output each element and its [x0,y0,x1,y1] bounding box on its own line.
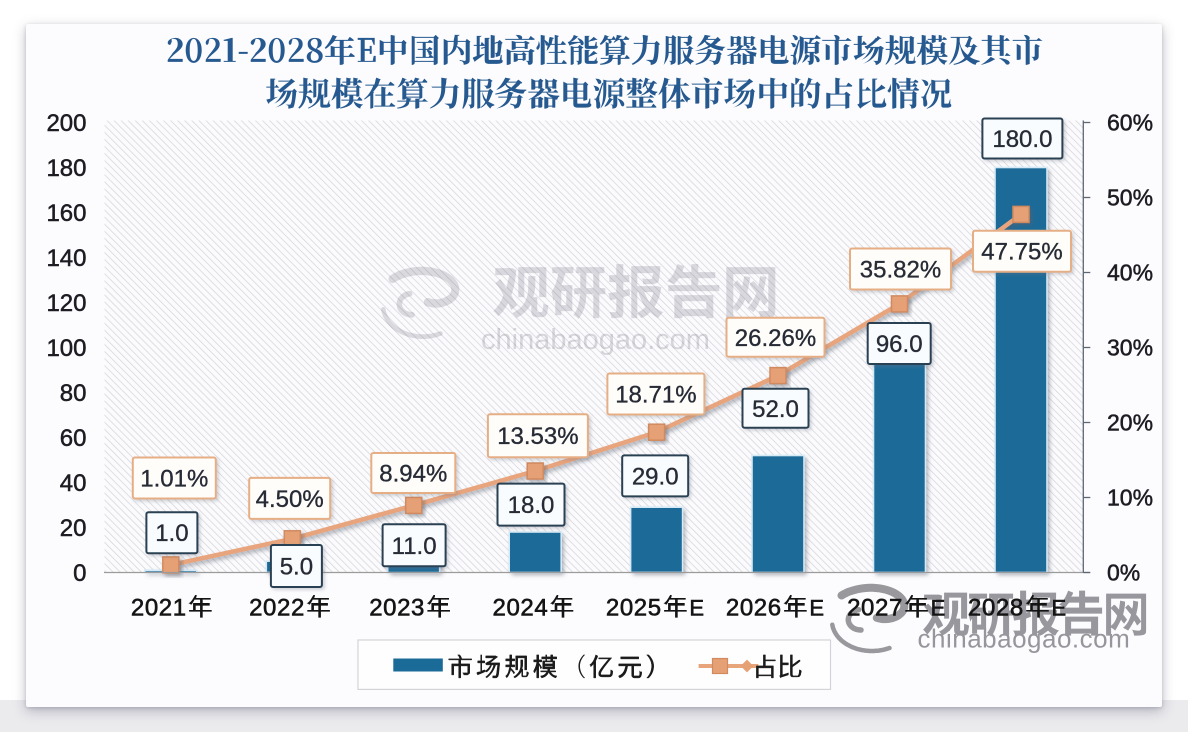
svg-text:5.0: 5.0 [280,554,313,581]
svg-text:100: 100 [46,335,86,362]
svg-text:0%: 0% [1107,560,1140,586]
svg-text:140: 140 [46,245,86,272]
svg-text:96.0: 96.0 [876,331,923,358]
svg-text:E: E [689,595,704,620]
svg-text:2027: 2027 [847,594,903,621]
svg-text:160: 160 [46,200,86,227]
svg-text:60: 60 [60,425,87,452]
svg-text:8.94%: 8.94% [379,461,447,488]
svg-text:1.0: 1.0 [155,520,188,547]
svg-text:180: 180 [46,155,86,182]
svg-text:30%: 30% [1107,335,1153,361]
svg-text:E: E [809,595,824,620]
svg-text:20%: 20% [1107,410,1153,436]
svg-text:2026: 2026 [726,594,782,621]
svg-text:20: 20 [60,515,87,542]
svg-text:26.26%: 26.26% [735,325,816,352]
svg-text:50%: 50% [1107,185,1153,211]
svg-text:29.0: 29.0 [632,463,679,490]
svg-text:2023: 2023 [369,594,425,621]
svg-text:47.75%: 47.75% [981,239,1062,266]
svg-text:chinabaogao.com: chinabaogao.com [918,624,1131,654]
svg-text:18.0: 18.0 [508,492,555,519]
svg-text:52.0: 52.0 [752,396,799,423]
svg-text:18.71%: 18.71% [615,382,696,409]
svg-text:180.0: 180.0 [992,126,1052,153]
svg-text:2025: 2025 [606,594,662,621]
svg-text:40%: 40% [1107,260,1153,286]
svg-text:60%: 60% [1107,110,1153,136]
svg-text:2024: 2024 [493,594,549,621]
svg-text:1.01%: 1.01% [140,466,208,493]
svg-text:35.82%: 35.82% [860,257,941,284]
svg-text:4.50%: 4.50% [256,486,324,513]
svg-text:chinabaogao.com: chinabaogao.com [481,324,710,356]
svg-text:10%: 10% [1107,485,1153,511]
svg-text:E: E [931,595,946,620]
svg-text:120: 120 [46,290,86,317]
svg-text:2021: 2021 [131,594,187,621]
svg-text:40: 40 [60,470,87,497]
svg-text:13.53%: 13.53% [497,423,578,450]
svg-text:2028: 2028 [968,594,1024,621]
svg-text:200: 200 [46,110,86,137]
svg-text:11.0: 11.0 [392,533,437,560]
svg-text:80: 80 [60,380,87,407]
svg-text:E: E [1052,595,1067,620]
svg-text:2022: 2022 [249,594,305,621]
svg-text:0: 0 [73,560,86,587]
